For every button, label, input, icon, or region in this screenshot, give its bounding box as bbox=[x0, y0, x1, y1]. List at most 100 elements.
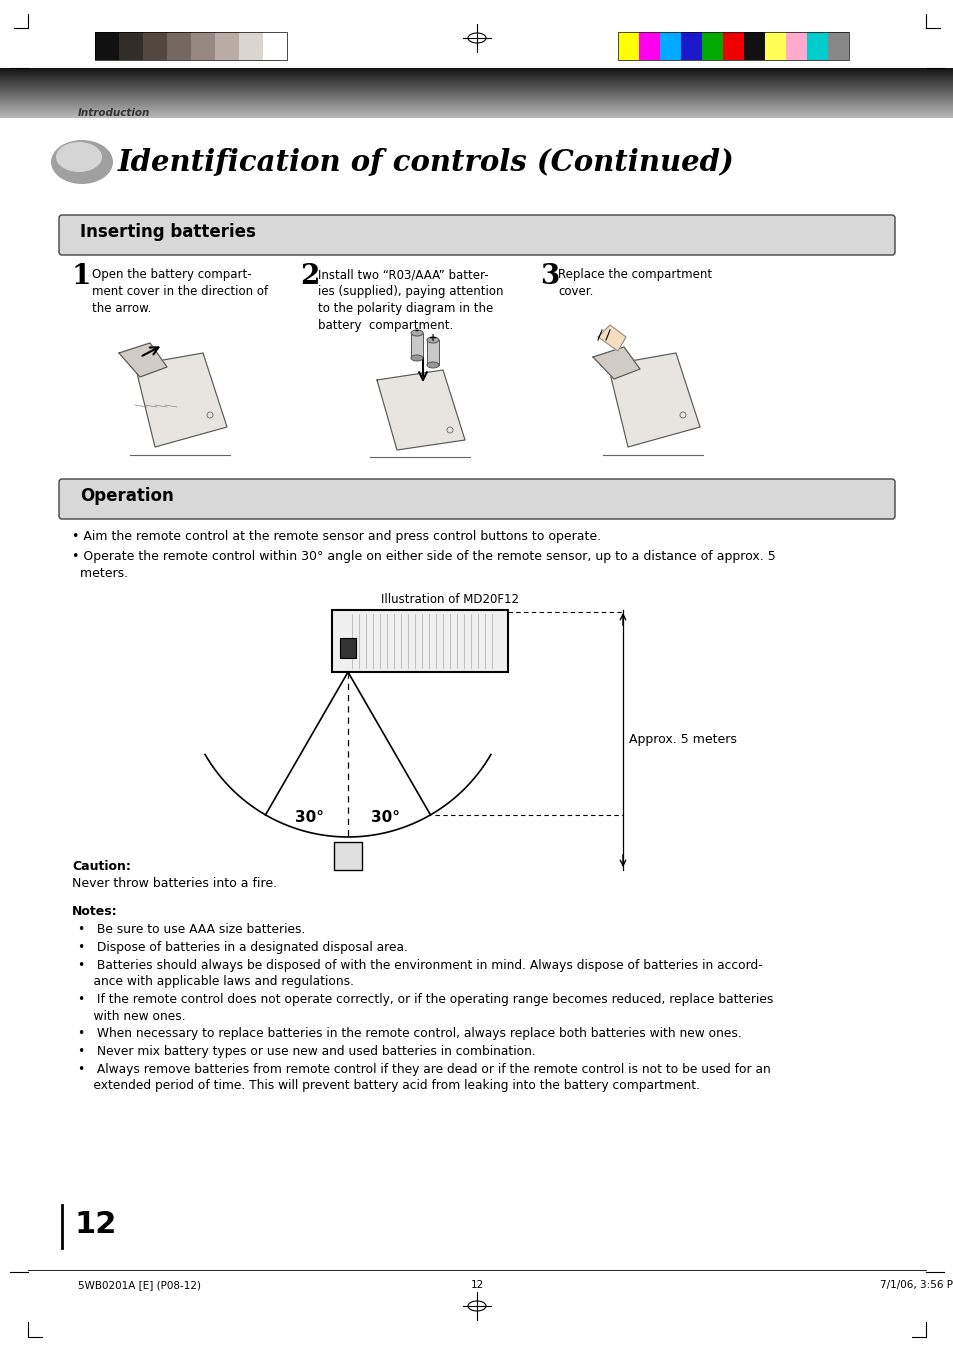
Text: 2: 2 bbox=[299, 263, 319, 290]
Text: 30°: 30° bbox=[371, 809, 400, 824]
Bar bbox=[0, 104, 953, 105]
Bar bbox=[0, 92, 953, 95]
Text: Replace the compartment
cover.: Replace the compartment cover. bbox=[558, 267, 711, 299]
Bar bbox=[119, 32, 143, 59]
Text: Install two “R03/AAA” batter-
ies (supplied), paying attention
to the polarity d: Install two “R03/AAA” batter- ies (suppl… bbox=[317, 267, 503, 332]
Bar bbox=[806, 32, 827, 59]
Text: •   When necessary to replace batteries in the remote control, always replace bo: • When necessary to replace batteries in… bbox=[78, 1027, 741, 1040]
Bar bbox=[0, 76, 953, 77]
Bar bbox=[618, 32, 639, 59]
Text: •   Never mix battery types or use new and used batteries in combination.: • Never mix battery types or use new and… bbox=[78, 1046, 536, 1058]
Bar bbox=[743, 32, 764, 59]
Bar bbox=[0, 92, 953, 93]
Bar bbox=[0, 100, 953, 101]
Text: 30°: 30° bbox=[295, 809, 324, 824]
Polygon shape bbox=[376, 370, 464, 450]
Text: •   Be sure to use AAA size batteries.: • Be sure to use AAA size batteries. bbox=[78, 923, 305, 936]
Bar bbox=[0, 74, 953, 76]
Bar bbox=[0, 103, 953, 104]
Text: 1: 1 bbox=[71, 263, 91, 290]
Bar bbox=[0, 109, 953, 111]
Text: 5WB0201A [E] (P08-12): 5WB0201A [E] (P08-12) bbox=[78, 1279, 201, 1290]
Bar bbox=[0, 72, 953, 73]
Bar bbox=[0, 115, 953, 116]
Text: Operation: Operation bbox=[80, 486, 173, 505]
Bar bbox=[411, 332, 422, 358]
Bar bbox=[659, 32, 680, 59]
FancyBboxPatch shape bbox=[59, 215, 894, 255]
Bar bbox=[339, 638, 355, 658]
Bar bbox=[785, 32, 806, 59]
Ellipse shape bbox=[56, 142, 102, 172]
Text: Inserting batteries: Inserting batteries bbox=[80, 223, 255, 240]
Bar bbox=[0, 97, 953, 99]
Bar bbox=[0, 68, 953, 69]
Bar bbox=[0, 107, 953, 108]
Bar bbox=[0, 85, 953, 86]
Bar bbox=[167, 32, 191, 59]
Text: +: + bbox=[429, 332, 436, 343]
Bar bbox=[680, 32, 701, 59]
Polygon shape bbox=[119, 343, 167, 377]
Polygon shape bbox=[593, 347, 639, 380]
Ellipse shape bbox=[427, 362, 438, 367]
Bar bbox=[0, 95, 953, 96]
Bar bbox=[239, 32, 263, 59]
Text: •   Dispose of batteries in a designated disposal area.: • Dispose of batteries in a designated d… bbox=[78, 942, 408, 954]
Polygon shape bbox=[607, 353, 700, 447]
Bar bbox=[0, 96, 953, 99]
Bar bbox=[0, 78, 953, 80]
Bar bbox=[0, 104, 953, 105]
Text: Caution:: Caution: bbox=[71, 861, 131, 873]
Text: Introduction: Introduction bbox=[78, 108, 151, 118]
Bar bbox=[0, 88, 953, 89]
Bar bbox=[618, 32, 848, 59]
Text: 3: 3 bbox=[539, 263, 558, 290]
Bar bbox=[332, 611, 507, 671]
Bar bbox=[0, 101, 953, 103]
Bar bbox=[0, 93, 953, 95]
Text: Approx. 5 meters: Approx. 5 meters bbox=[628, 734, 736, 747]
Bar bbox=[701, 32, 722, 59]
Bar bbox=[0, 96, 953, 97]
Bar bbox=[214, 32, 239, 59]
Text: Notes:: Notes: bbox=[71, 905, 117, 917]
Bar bbox=[0, 108, 953, 109]
Bar bbox=[0, 86, 953, 88]
Text: 12: 12 bbox=[75, 1210, 117, 1239]
Text: Never throw batteries into a fire.: Never throw batteries into a fire. bbox=[71, 877, 276, 890]
Text: Illustration of MD20F12: Illustration of MD20F12 bbox=[380, 593, 518, 607]
Bar bbox=[0, 100, 953, 101]
Bar bbox=[0, 81, 953, 82]
Bar bbox=[639, 32, 659, 59]
Text: •   Always remove batteries from remote control if they are dead or if the remot: • Always remove batteries from remote co… bbox=[78, 1063, 770, 1093]
Bar bbox=[0, 91, 953, 92]
Bar bbox=[143, 32, 167, 59]
Bar bbox=[0, 70, 953, 72]
Text: Identification of controls (Continued): Identification of controls (Continued) bbox=[118, 149, 734, 177]
Bar bbox=[0, 89, 953, 91]
FancyBboxPatch shape bbox=[59, 480, 894, 519]
Bar bbox=[0, 89, 953, 91]
Bar bbox=[0, 82, 953, 84]
Bar bbox=[0, 69, 953, 72]
Bar bbox=[722, 32, 743, 59]
Bar bbox=[0, 80, 953, 81]
Text: • Operate the remote control within 30° angle on either side of the remote senso: • Operate the remote control within 30° … bbox=[71, 550, 775, 580]
Bar bbox=[0, 112, 953, 113]
Bar bbox=[0, 115, 953, 118]
Bar bbox=[0, 112, 953, 113]
Ellipse shape bbox=[411, 355, 422, 361]
Bar bbox=[0, 77, 953, 78]
Bar bbox=[0, 108, 953, 109]
Text: Open the battery compart-
ment cover in the direction of
the arrow.: Open the battery compart- ment cover in … bbox=[91, 267, 268, 315]
Text: 12: 12 bbox=[470, 1279, 483, 1290]
Bar bbox=[0, 73, 953, 74]
Bar bbox=[191, 32, 214, 59]
Bar bbox=[0, 113, 953, 115]
Text: -: - bbox=[415, 326, 418, 336]
Text: 7/1/06, 3:56 PM: 7/1/06, 3:56 PM bbox=[879, 1279, 953, 1290]
Polygon shape bbox=[598, 326, 625, 351]
Bar bbox=[0, 69, 953, 70]
Bar bbox=[0, 73, 953, 76]
